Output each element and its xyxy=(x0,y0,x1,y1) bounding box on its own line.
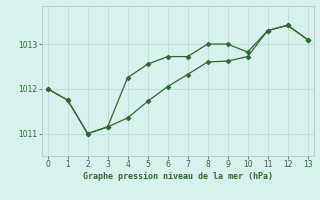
X-axis label: Graphe pression niveau de la mer (hPa): Graphe pression niveau de la mer (hPa) xyxy=(83,172,273,181)
